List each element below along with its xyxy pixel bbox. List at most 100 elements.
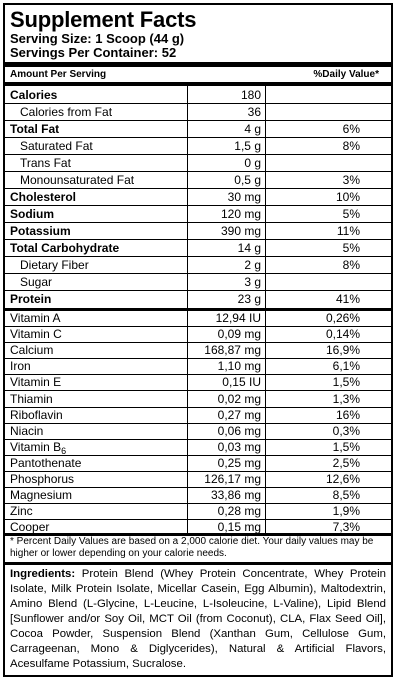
vitamin-daily-value: 2,5% — [332, 455, 360, 470]
vitamin-daily-value: 0,3% — [332, 423, 360, 438]
nutrient-row: Total Carbohydrate 14 g 5% — [5, 240, 391, 257]
vitamin-amount: 0,15 mg — [217, 520, 261, 535]
vitamin-row: Vitamin B6 0,03 mg 1,5% — [5, 440, 391, 456]
nutrient-daily-value: 6% — [342, 122, 360, 136]
nutrient-row: Monounsaturated Fat 0,5 g 3% — [5, 172, 391, 189]
vitamin-daily-value: 16% — [335, 407, 360, 422]
vitamin-row: Riboflavin 0,27 mg 16% — [5, 408, 391, 424]
nutrient-name: Calories from Fat — [20, 105, 113, 119]
nutrient-amount: 0 g — [244, 156, 261, 170]
vitamin-name: Phosphorus — [10, 472, 75, 486]
vitamin-daily-value: 1,5% — [332, 439, 360, 454]
nutrient-row: Protein 23 g 41% — [5, 291, 391, 308]
vitamin-name: Vitamin C — [10, 327, 62, 342]
vitamin-daily-value: 1,3% — [332, 391, 360, 406]
vitamin-amount: 0,15 IU — [222, 375, 261, 390]
vitamin-amount: 0,03 mg — [217, 439, 261, 454]
vitamin-amount: 0,27 mg — [217, 407, 261, 422]
nutrient-name: Cholesterol — [10, 190, 77, 204]
vitamin-name: Thiamin — [10, 391, 53, 406]
supplement-facts-label: Supplement Facts Serving Size: 1 Scoop (… — [3, 3, 393, 677]
vitamin-row: Cooper 0,15 mg 7,3% — [5, 520, 391, 536]
protein-divider — [5, 308, 391, 311]
serving-size: Serving Size: 1 Scoop (44 g) — [10, 31, 185, 46]
nutrient-daily-value: 8% — [342, 258, 360, 272]
nutrient-amount: 3 g — [244, 275, 261, 289]
vitamin-name: Cooper — [10, 520, 50, 535]
nutrient-daily-value: 11% — [336, 224, 360, 238]
nutrient-daily-value: 5% — [342, 207, 360, 221]
nutrient-row: Sugar 3 g — [5, 274, 391, 291]
vitamin-amount: 0,02 mg — [217, 391, 261, 406]
vitamin-row: Niacin 0,06 mg 0,3% — [5, 424, 391, 440]
vitamin-daily-value: 6,1% — [332, 359, 360, 374]
vitamin-amount: 1,10 mg — [217, 359, 261, 374]
vitamin-name: Vitamin B6 — [10, 439, 67, 456]
nutrient-row: Trans Fat 0 g — [5, 155, 391, 172]
ingredients-label: Ingredients: — [10, 568, 76, 580]
thick-divider — [5, 533, 391, 536]
nutrient-name: Monounsaturated Fat — [20, 173, 135, 187]
nutrient-amount: 30 mg — [227, 190, 261, 204]
vitamin-daily-value: 8,5% — [332, 488, 360, 503]
vitamin-daily-value: 12,6% — [325, 472, 360, 486]
vitamin-name: Niacin — [10, 423, 44, 438]
nutrient-amount: 1,5 g — [234, 139, 261, 153]
amount-per-serving-header: Amount Per Serving — [10, 69, 107, 80]
nutrient-amount: 120 mg — [220, 207, 261, 221]
nutrient-amount: 14 g — [237, 241, 261, 255]
nutrient-daily-value: 3% — [342, 173, 360, 187]
vitamin-name: Pantothenate — [10, 455, 82, 470]
vitamin-row: Vitamin E 0,15 IU 1,5% — [5, 375, 391, 392]
vitamin-name: Riboflavin — [10, 407, 63, 422]
nutrient-row: Cholesterol 30 mg 10% — [5, 189, 391, 206]
nutrient-name: Potassium — [10, 224, 71, 238]
nutrient-name: Dietary Fiber — [20, 258, 89, 272]
nutrient-amount: 390 mg — [220, 224, 261, 238]
vitamin-row: Iron 1,10 mg 6,1% — [5, 359, 391, 376]
nutrient-amount: 4 g — [244, 122, 261, 136]
nutrient-name: Saturated Fat — [20, 139, 93, 153]
vitamin-row: Magnesium 33,86 mg 8,5% — [5, 488, 391, 505]
vitamin-name: Vitamin A — [10, 311, 61, 325]
nutrient-name: Total Fat — [10, 122, 60, 136]
vitamin-name: Magnesium — [10, 488, 73, 503]
vitamin-subscript: 6 — [61, 445, 67, 456]
nutrient-amount: 36 — [247, 105, 261, 119]
vitamin-name: Vitamin E — [10, 375, 62, 390]
nutrient-name: Protein — [10, 292, 52, 306]
nutrient-row: Calories 180 — [5, 87, 391, 104]
nutrient-amount: 2 g — [244, 258, 261, 272]
nutrient-row: Total Fat 4 g 6% — [5, 121, 391, 138]
label-title: Supplement Facts — [10, 7, 197, 32]
vitamin-row: Vitamin C 0,09 mg 0,14% — [5, 327, 391, 344]
vitamin-name: Zinc — [10, 504, 33, 519]
thick-divider — [5, 62, 391, 67]
thick-divider — [5, 82, 391, 86]
thick-divider — [5, 562, 391, 565]
nutrient-row: Saturated Fat 1,5 g 8% — [5, 138, 391, 155]
nutrient-amount: 0,5 g — [234, 173, 261, 187]
vitamin-daily-value: 16,9% — [325, 343, 360, 358]
vitamin-amount: 33,86 mg — [210, 488, 261, 503]
vitamin-amount: 0,09 mg — [217, 327, 261, 342]
vitamin-row: Pantothenate 0,25 mg 2,5% — [5, 456, 391, 472]
nutrient-name: Sodium — [10, 207, 54, 221]
nutrient-name: Sugar — [20, 275, 53, 289]
vitamin-daily-value: 0,26% — [325, 311, 360, 325]
nutrient-amount: 23 g — [237, 292, 261, 306]
footnote: * Percent Daily Values are based on a 2,… — [10, 536, 374, 559]
nutrient-daily-value: 5% — [342, 241, 360, 255]
vitamin-name: Calcium — [10, 343, 54, 358]
nutrient-name: Trans Fat — [20, 156, 71, 170]
vitamin-name: Iron — [10, 359, 31, 374]
nutrient-daily-value: 8% — [342, 139, 360, 153]
vitamin-amount: 126,17 mg — [204, 472, 261, 486]
nutrient-daily-value: 41% — [335, 292, 360, 306]
nutrient-amount: 180 — [240, 88, 261, 102]
vitamin-row: Zinc 0,28 mg 1,9% — [5, 504, 391, 521]
vitamin-row: Thiamin 0,02 mg 1,3% — [5, 392, 391, 408]
nutrient-row: Sodium 120 mg 5% — [5, 206, 391, 223]
vitamin-amount: 0,06 mg — [217, 423, 261, 438]
ingredients-text: Ingredients: Protein Blend (Whey Protein… — [10, 567, 386, 672]
